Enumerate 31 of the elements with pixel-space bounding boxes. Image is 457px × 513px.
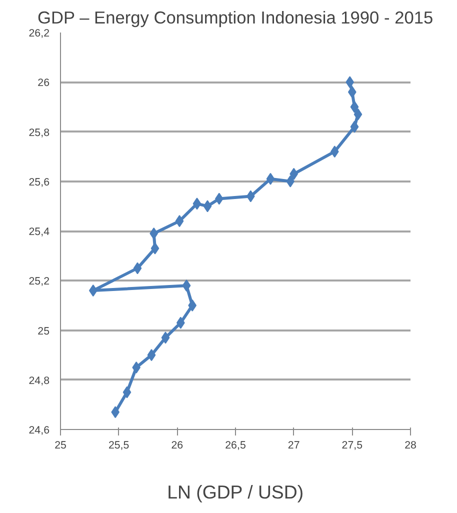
y-tick-label: 24,8	[28, 374, 50, 387]
point	[266, 172, 275, 185]
y-tick-label: 25,4	[28, 226, 50, 238]
x-axis-title: LN (GDP / USD)	[167, 482, 304, 502]
point	[175, 215, 184, 228]
y-tick-label: 25,2	[28, 276, 50, 288]
point	[150, 242, 160, 254]
point	[122, 386, 132, 398]
point	[182, 280, 191, 292]
y-tick-label: 26,2	[28, 28, 50, 40]
x-tick-label: 25,5	[108, 440, 130, 452]
y-tick-label: 25	[38, 325, 50, 338]
x-tick-label: 27,5	[342, 440, 363, 452]
point	[203, 200, 212, 212]
point	[192, 198, 202, 210]
y-tick-label: 24,6	[28, 424, 50, 436]
chart-title: GDP – Energy Consumption Indonesia 1990 - 2015	[38, 8, 434, 28]
y-tick-label: 26	[38, 77, 50, 90]
x-tick-label: 27	[288, 440, 300, 452]
point	[354, 108, 362, 120]
point	[147, 349, 156, 362]
y-tick-label: 25,8	[28, 126, 50, 139]
y-tick-label: 25,6	[28, 176, 50, 188]
point	[133, 262, 142, 274]
point	[350, 100, 359, 113]
x-tick-label: 25	[54, 440, 66, 452]
x-tick-label: 28	[404, 440, 416, 452]
point	[161, 332, 170, 344]
x-tick-label: 26	[171, 440, 184, 452]
point	[350, 120, 359, 133]
x-tick-label: 26,5	[225, 440, 246, 452]
